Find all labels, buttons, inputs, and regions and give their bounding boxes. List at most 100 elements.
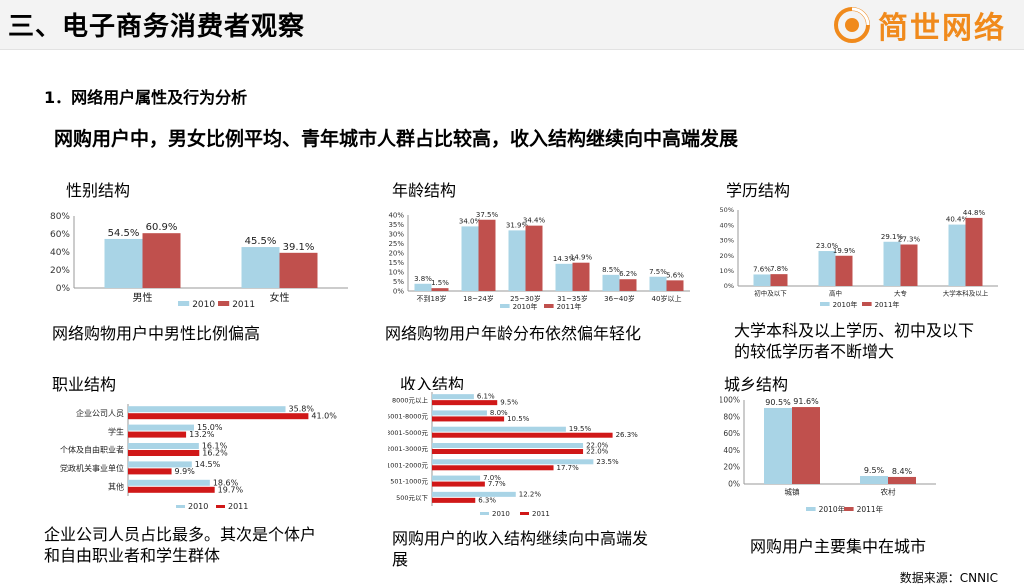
legend-swatch-2010 — [480, 512, 489, 515]
y-tick-label: 40% — [388, 211, 404, 219]
category-label: 其他 — [108, 481, 124, 491]
data-label: 3.8% — [414, 275, 432, 283]
category-label: 党政机关事业单位 — [60, 463, 124, 473]
y-tick-label: 0% — [56, 284, 71, 294]
legend-label: 2011 — [232, 300, 255, 310]
data-label: 6.1% — [477, 393, 495, 401]
category-label: 初中及以下 — [754, 289, 787, 298]
bar-2011年 — [888, 476, 916, 484]
category-label: 2001-3000元 — [388, 445, 428, 453]
category-label: 大学本科及以上 — [943, 289, 989, 298]
logo-icon — [834, 7, 870, 43]
data-label: 29.1% — [881, 233, 904, 241]
legend-swatch-2010 — [806, 507, 816, 511]
bar-2010年 — [414, 283, 432, 291]
urban-chart: 0% 20% 40% 60% 80% 100% 90.5% 91.6% 城镇 9.5% 8.4% 农村… — [720, 392, 942, 516]
education-chart: 0% 10% 20% 30% 40% 50% 7.6% 7.8% 初中及以下 23.0%19.9%… — [716, 202, 1002, 310]
data-label: 31.9% — [506, 221, 529, 229]
data-label: 18.6% — [213, 478, 239, 487]
bar-2010 — [432, 491, 516, 497]
education-caption-line1: 大学本科及以上学历、初中及以下 — [734, 321, 975, 340]
bar-2011 — [432, 497, 476, 503]
category-label: 25~30岁 — [510, 294, 541, 303]
legend-label: 2010 — [192, 300, 215, 310]
data-label: 7.0% — [483, 474, 501, 482]
category-label: 高中 — [829, 289, 842, 298]
category-label: 31~35岁 — [557, 294, 588, 303]
data-label: 16.2% — [202, 449, 228, 458]
legend-label: 2010年 — [833, 300, 858, 309]
bar-2010年 — [818, 251, 836, 286]
bar-2011年 — [965, 217, 983, 286]
data-label: 14.9% — [570, 254, 593, 262]
legend-label: 2011年 — [857, 504, 884, 514]
legend-swatch-2010 — [178, 301, 190, 306]
data-label: 34.0% — [459, 217, 482, 225]
bar-2010 — [241, 247, 280, 288]
bar-2011 — [128, 486, 215, 493]
legend-swatch-2010 — [500, 304, 510, 308]
occupation-caption: 企业公司人员占比最多。其次是个体户 和自由职业者和学生群体 — [44, 524, 316, 566]
header-bar: 三、电子商务消费者观察 简世网络 — [0, 0, 1024, 50]
legend-swatch-2010 — [820, 302, 830, 306]
gender-chart: 0% 20% 40% 60% 80% 54.5% 60.9% 男性 45.5% 39.1% 女性 20… — [48, 206, 356, 310]
legend-swatch-2011 — [844, 507, 854, 511]
legend-label: 2010年 — [819, 504, 846, 514]
data-label: 34.4% — [523, 217, 546, 225]
data-label: 22.0% — [586, 442, 609, 450]
data-label: 26.3% — [616, 431, 639, 439]
bar-2011年 — [478, 219, 496, 291]
section-title: 1．网络用户属性及行为分析 — [44, 88, 248, 107]
category-label: 农村 — [881, 487, 896, 497]
occupation-caption-line2: 和自由职业者和学生群体 — [44, 546, 221, 565]
category-label: 个体及自由职业者 — [60, 445, 124, 455]
gender-caption: 网络购物用户中男性比例偏高 — [52, 324, 261, 343]
legend-swatch-2011 — [862, 302, 872, 306]
logo: 简世网络 — [834, 6, 1006, 46]
bar-2010 — [128, 424, 194, 431]
data-label: 17.7% — [557, 464, 580, 472]
bar-2010年 — [555, 263, 573, 291]
category-label: 40岁以上 — [652, 294, 682, 303]
y-tick-label: 0% — [724, 282, 734, 290]
bar-2011年 — [619, 279, 637, 291]
data-label: 23.0% — [816, 242, 839, 250]
category-label: 企业公司人员 — [76, 408, 124, 418]
legend-label: 2010 — [188, 502, 208, 511]
data-label: 7.7% — [488, 480, 506, 488]
y-tick-label: 0% — [728, 480, 740, 489]
education-label: 学历结构 — [726, 181, 791, 200]
bar-2010年 — [753, 274, 771, 286]
data-label: 45.5% — [245, 236, 277, 247]
income-caption-line1: 网购用户的收入结构继续向中高端发 — [392, 529, 649, 548]
y-tick-label: 0% — [393, 287, 404, 295]
data-label: 41.0% — [311, 412, 337, 421]
bar-2011年 — [900, 244, 918, 286]
occupation-label: 职业结构 — [52, 375, 117, 394]
y-tick-label: 25% — [388, 240, 404, 248]
legend-label: 2011年 — [875, 300, 900, 309]
data-label: 6.2% — [619, 270, 637, 278]
y-tick-label: 100% — [720, 396, 740, 405]
category-label: 5001-8000元 — [388, 413, 428, 421]
data-label: 7.8% — [770, 265, 788, 273]
data-label: 19.9% — [833, 247, 856, 255]
y-tick-label: 20% — [50, 266, 70, 276]
y-tick-label: 20% — [720, 252, 734, 260]
headline: 网购用户中，男女比例平均、青年城市人群占比较高，收入结构继续向中高端发展 — [54, 128, 739, 150]
y-tick-label: 40% — [720, 221, 734, 229]
bar-2010 — [104, 238, 143, 288]
legend-label: 2011 — [228, 502, 248, 511]
bar-2010 — [432, 459, 594, 465]
data-label: 22.0% — [586, 448, 609, 456]
bar-2011 — [142, 233, 181, 288]
legend-swatch-2011 — [544, 304, 554, 308]
category-label: 18~24岁 — [463, 294, 494, 303]
bar-2011年 — [572, 262, 590, 291]
data-label: 23.5% — [596, 458, 619, 466]
data-label: 9.5% — [500, 399, 518, 407]
data-label: 6.3% — [478, 496, 496, 504]
urban-label: 城乡结构 — [724, 375, 789, 394]
category-label: 学生 — [108, 426, 124, 436]
y-tick-label: 40% — [723, 446, 740, 455]
